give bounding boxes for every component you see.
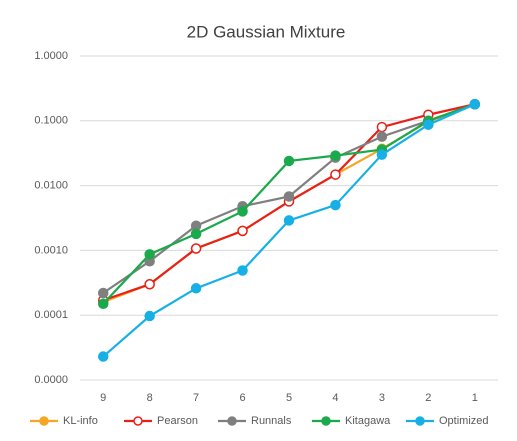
x-tick-label: 5 xyxy=(286,392,292,404)
legend-marker xyxy=(227,416,237,426)
x-tick-label: 4 xyxy=(332,392,338,404)
data-point xyxy=(237,225,248,237)
data-point xyxy=(144,310,155,322)
data-point xyxy=(469,99,481,110)
x-tick-label: 6 xyxy=(239,392,245,404)
y-tick-label: 0.0100 xyxy=(34,180,68,192)
data-point xyxy=(283,215,295,226)
legend-marker xyxy=(133,416,143,426)
x-tick-label: 8 xyxy=(147,392,153,404)
legend-label: KL-info xyxy=(63,415,98,427)
data-point xyxy=(237,265,248,276)
y-tick-label: 1.0000 xyxy=(34,50,68,62)
data-point xyxy=(376,149,388,160)
data-point xyxy=(144,279,155,290)
y-tick-label: 0.1000 xyxy=(34,115,68,127)
data-point xyxy=(376,131,388,142)
data-point xyxy=(97,351,109,362)
y-tick-label: 0.0001 xyxy=(34,309,68,321)
data-point xyxy=(237,206,248,217)
data-point xyxy=(376,121,388,133)
data-point xyxy=(97,287,109,299)
data-point xyxy=(97,298,109,310)
data-point xyxy=(330,169,341,180)
x-tick-label: 9 xyxy=(100,392,106,404)
data-point xyxy=(190,228,202,240)
legend-marker xyxy=(321,416,331,426)
data-point xyxy=(190,283,202,294)
y-tick-label: 0.0000 xyxy=(34,374,68,386)
legend-marker xyxy=(415,416,425,426)
x-tick-label: 7 xyxy=(193,392,199,404)
chart-title: 2D Gaussian Mixture xyxy=(187,22,346,41)
legend-label: Pearson xyxy=(157,415,198,427)
legend-label: Optimized xyxy=(439,415,489,427)
x-tick-label: 2 xyxy=(425,392,431,404)
x-tick-label: 3 xyxy=(379,392,385,404)
series-line xyxy=(102,103,476,358)
x-tick-label: 1 xyxy=(472,392,478,404)
legend-marker xyxy=(39,416,49,426)
data-point xyxy=(283,155,295,167)
y-tick-label: 0.0010 xyxy=(34,244,68,256)
data-point xyxy=(144,249,155,260)
data-point xyxy=(283,191,295,202)
data-point xyxy=(190,243,202,254)
data-point xyxy=(330,150,341,161)
legend-label: Kitagawa xyxy=(345,415,391,427)
data-point xyxy=(423,119,434,130)
data-point xyxy=(330,199,341,211)
legend-label: Runnals xyxy=(251,415,292,427)
